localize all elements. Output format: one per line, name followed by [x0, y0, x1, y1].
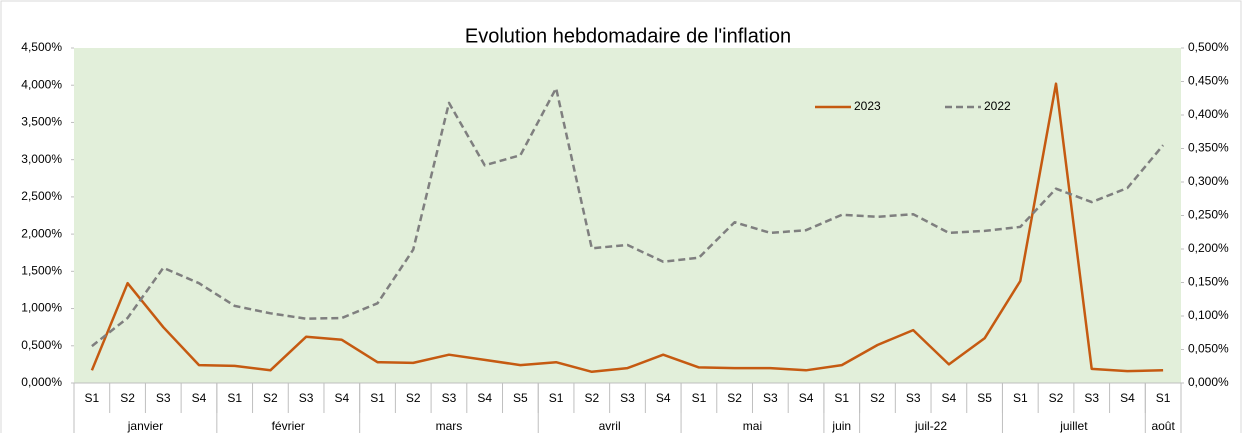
y-tick-label: 0,000%	[21, 375, 62, 389]
x-tick-label: S2	[584, 391, 599, 405]
x-tick-label: S3	[442, 391, 457, 405]
legend-label: 2023	[854, 99, 881, 113]
x-tick-label: S2	[727, 391, 742, 405]
x-tick-label: S2	[406, 391, 421, 405]
x-tick-label: S1	[1156, 391, 1171, 405]
x-tick-label: S5	[513, 391, 528, 405]
x-group-label: juin	[831, 419, 851, 433]
x-tick-label: S4	[942, 391, 957, 405]
y2-tick-label: 0,050%	[1188, 342, 1229, 356]
x-tick-label: S2	[870, 391, 885, 405]
x-tick-label: S3	[763, 391, 778, 405]
x-tick-label: S1	[227, 391, 242, 405]
y2-tick-label: 0,150%	[1188, 275, 1229, 289]
x-group-label: février	[272, 419, 305, 433]
y2-tick-label: 0,100%	[1188, 308, 1229, 322]
x-group-label: août	[1151, 419, 1175, 433]
x-tick-label: S1	[549, 391, 564, 405]
x-tick-label: S4	[656, 391, 671, 405]
chart-title: Evolution hebdomadaire de l'inflation	[465, 25, 791, 47]
y-tick-label: 4,500%	[21, 40, 62, 54]
x-tick-label: S3	[1084, 391, 1099, 405]
y-tick-label: 1,000%	[21, 301, 62, 315]
y2-tick-label: 0,200%	[1188, 241, 1229, 255]
x-tick-label: S4	[1120, 391, 1135, 405]
x-group-label: avril	[599, 419, 621, 433]
x-tick-label: S1	[370, 391, 385, 405]
x-tick-label: S4	[334, 391, 349, 405]
x-tick-label: S4	[799, 391, 814, 405]
x-tick-label: S1	[834, 391, 849, 405]
y2-tick-label: 0,300%	[1188, 174, 1229, 188]
x-tick-label: S3	[156, 391, 171, 405]
x-tick-label: S1	[692, 391, 707, 405]
x-tick-label: S3	[299, 391, 314, 405]
series-line	[91, 86, 1165, 348]
y2-tick-label: 0,400%	[1188, 107, 1229, 121]
x-tick-label: S1	[1013, 391, 1028, 405]
y-tick-label: 3,500%	[21, 115, 62, 129]
x-tick-label: S3	[906, 391, 921, 405]
x-tick-label: S4	[192, 391, 207, 405]
y2-tick-label: 0,350%	[1188, 141, 1229, 155]
x-group-label: janvier	[127, 419, 163, 433]
x-tick-label: S4	[477, 391, 492, 405]
x-tick-label: S1	[85, 391, 100, 405]
legend-label: 2022	[984, 99, 1011, 113]
y2-tick-label: 0,000%	[1188, 375, 1229, 389]
series-line	[90, 82, 1164, 374]
y-tick-label: 3,000%	[21, 152, 62, 166]
x-tick-label: S5	[977, 391, 992, 405]
x-tick-label: S3	[620, 391, 635, 405]
x-group-label: juil-22	[914, 419, 947, 433]
y2-tick-label: 0,500%	[1188, 40, 1229, 54]
y-tick-label: 4,000%	[21, 77, 62, 91]
plot-area	[74, 48, 1181, 383]
x-group-label: juillet	[1059, 419, 1088, 433]
x-tick-label: S2	[1049, 391, 1064, 405]
y-tick-label: 2,000%	[21, 226, 62, 240]
x-group-label: mai	[743, 419, 762, 433]
y-tick-label: 0,500%	[21, 338, 62, 352]
y2-tick-label: 0,250%	[1188, 208, 1229, 222]
y-tick-label: 1,500%	[21, 264, 62, 278]
x-tick-label: S2	[120, 391, 135, 405]
y-tick-label: 2,500%	[21, 189, 62, 203]
x-tick-label: S2	[263, 391, 278, 405]
x-group-label: mars	[436, 419, 463, 433]
y2-tick-label: 0,450%	[1188, 74, 1229, 88]
